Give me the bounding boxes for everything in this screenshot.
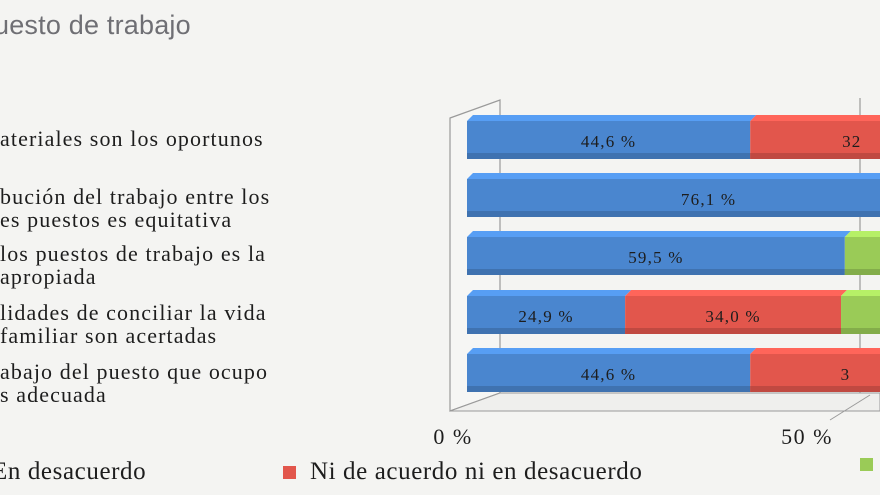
bar-0-3 [467,296,626,334]
bar-2-3 [841,296,880,334]
bar-shadow-1-4 [750,386,880,392]
legend-item: En desacuerdo [0,458,146,486]
category-label: ateriales son los oportunos [0,126,264,151]
bar-shadow-2-2 [844,269,880,275]
bar-0-2 [467,237,845,275]
bar-top-0-2 [467,231,851,237]
bar-top-1-3 [625,290,848,296]
legend-label: Ni de acuerdo ni en desacuerdo [310,458,643,485]
category-label: lidades de conciliar la vida familiar son… [0,300,267,348]
data-label-0-3: 24,9 % [518,307,573,326]
bar-top-0-0 [467,115,757,121]
bar-0-0 [467,121,751,159]
data-label-0-1: 76,1 % [681,190,736,209]
bar-shadow-0-4 [467,386,751,392]
gridline-50-floor [829,394,871,421]
category-label: bución del trabajo entre los es puestos e… [0,184,271,232]
bar-top-0-4 [467,348,757,354]
bar-shadow-1-3 [625,328,842,334]
bar-1-0 [750,121,880,159]
category-label: abajo del puesto que ocupo s adecuada [0,359,269,407]
bar-shadow-0-3 [467,328,626,334]
bar-top-1-0 [750,115,880,121]
bar-shadow-0-2 [467,269,845,275]
bar-shadow-0-1 [467,211,880,217]
chart-floor [449,392,880,412]
data-label-0-0: 44,6 % [581,132,636,151]
legend-item [860,458,880,471]
bar-0-1 [467,179,880,217]
data-label-0-4: 44,6 % [581,365,636,384]
bar-top-1-4 [750,348,880,354]
bar-top-0-3 [467,290,632,296]
legend-swatch [860,458,873,471]
legend-label: En desacuerdo [0,458,147,485]
bar-shadow-0-0 [467,153,751,159]
legend-swatch [283,465,296,479]
data-label-0-2: 59,5 % [628,248,683,267]
data-label-1-0: 32 [842,132,861,151]
data-label-1-4: 3 [841,365,851,384]
category-label: los puestos de trabajo es la apropiada [0,241,267,289]
chart-title: uesto de trabajo [0,10,191,40]
bar-2-2 [844,237,880,275]
bar-top-2-3 [841,290,880,296]
x-tick-label-0: 0 % [433,424,472,449]
bar-top-0-1 [467,173,880,179]
bar-shadow-1-0 [750,153,880,159]
legend-item: Ni de acuerdo ni en desacuerdo [283,458,642,486]
x-tick-label-1: 50 % [781,424,833,449]
bar-1-3 [625,296,842,334]
bar-0-4 [467,354,751,392]
bar-1-4 [750,354,880,392]
bar-shadow-2-3 [841,328,880,334]
data-label-1-3: 34,0 % [705,307,760,326]
bar-top-2-2 [844,231,880,237]
